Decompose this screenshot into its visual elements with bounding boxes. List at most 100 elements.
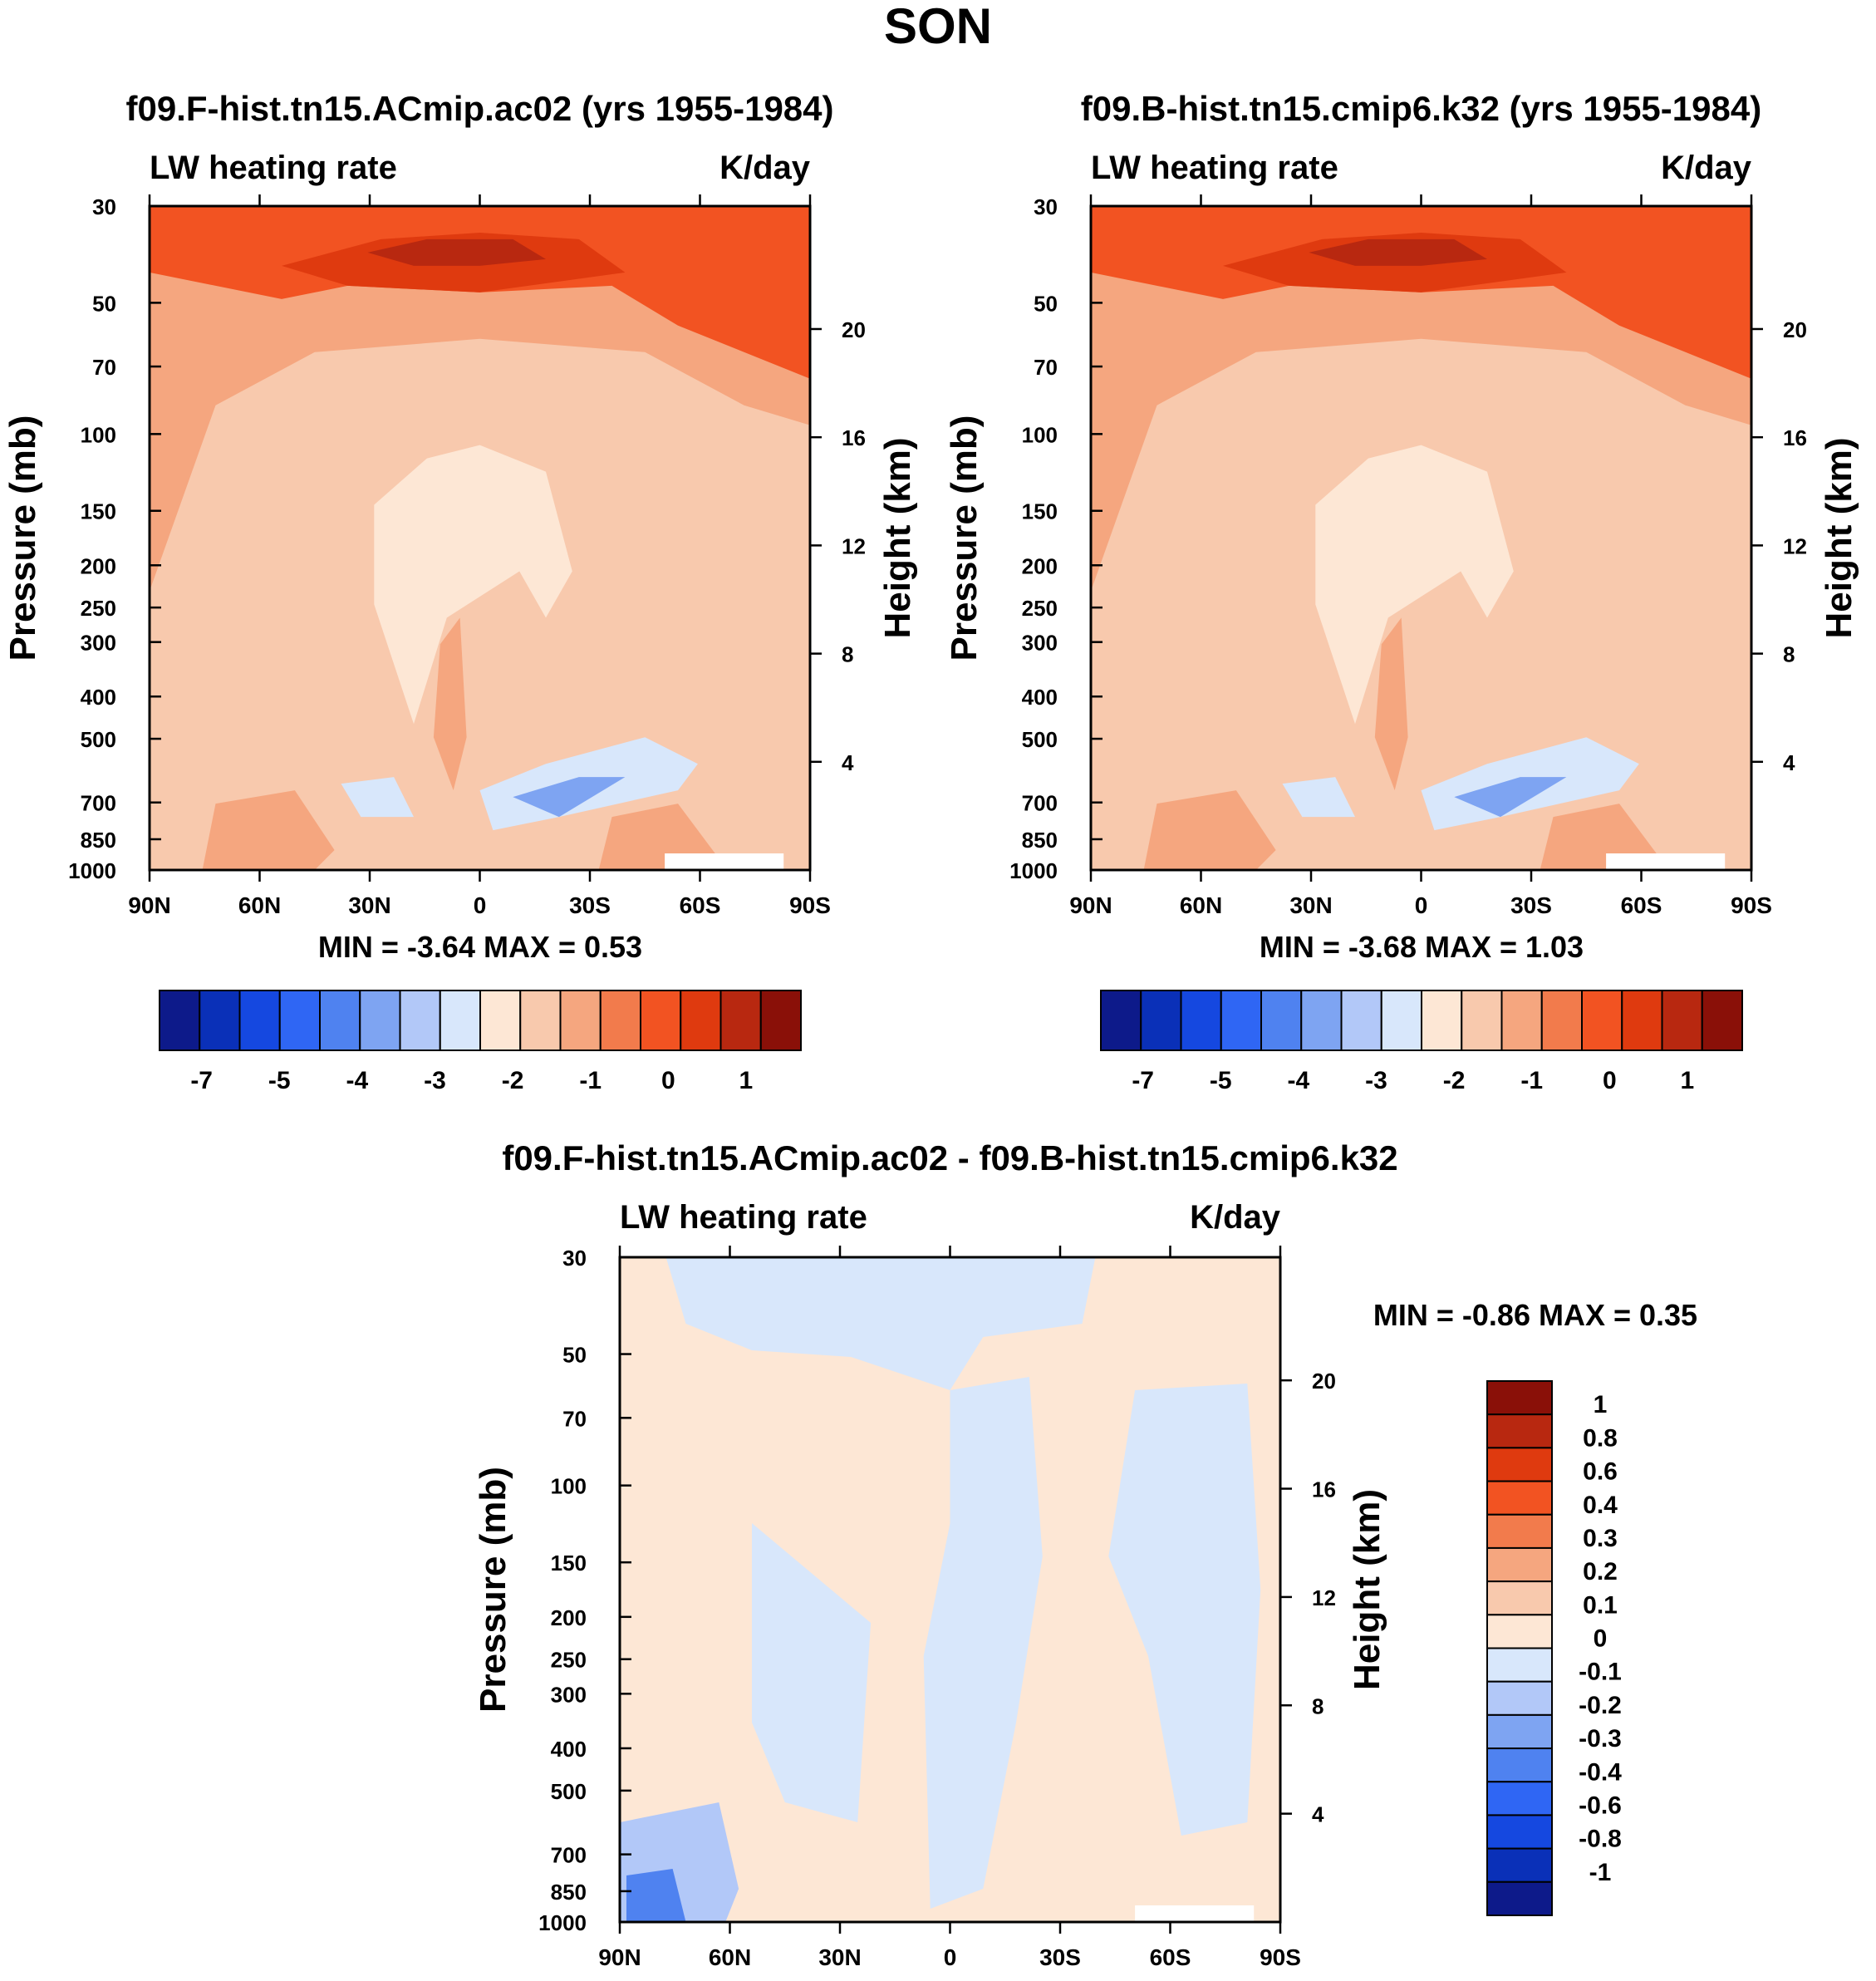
y-tick-label: 50 bbox=[92, 291, 116, 316]
height-axis-title: Height (km) bbox=[877, 438, 918, 639]
field-missing bbox=[1606, 853, 1726, 870]
colorbar-box bbox=[1486, 1546, 1553, 1583]
colorbar-label: -7 bbox=[1132, 1067, 1154, 1094]
y-tick-label: 100 bbox=[1022, 422, 1058, 447]
x-tick-label: 0 bbox=[1415, 892, 1428, 918]
y-tick-label: 150 bbox=[1022, 499, 1058, 524]
x-tick-label: 60S bbox=[1621, 892, 1662, 918]
colorbar-label: 0.6 bbox=[1583, 1458, 1618, 1486]
y-tick-label: 500 bbox=[551, 1779, 587, 1804]
y-tick-label: 100 bbox=[551, 1474, 587, 1499]
colorbar: 1 0.8 0.6 0.4 0.3 0.2 0.1 0 -0.1 -0.2 -0.3 -0.4 -0.6… bbox=[1486, 1380, 1622, 1916]
colorbar-box bbox=[399, 990, 441, 1051]
colorbar-box bbox=[1486, 1880, 1553, 1916]
colorbar-box bbox=[1300, 990, 1343, 1051]
colorbar-label: -5 bbox=[268, 1067, 291, 1094]
colorbar-label: 0.2 bbox=[1583, 1558, 1618, 1585]
x-tick-label: 60S bbox=[1150, 1944, 1191, 1970]
y-tick-label: 400 bbox=[551, 1737, 587, 1762]
height-tick-label: 16 bbox=[1312, 1477, 1336, 1502]
x-tick-label: 90N bbox=[1069, 892, 1112, 918]
colorbar-box bbox=[1486, 1447, 1553, 1482]
x-tick-label: 0 bbox=[944, 1944, 957, 1970]
x-tick-label: 60N bbox=[1180, 892, 1222, 918]
field-missing bbox=[1135, 1905, 1255, 1922]
y-tick-label: 1000 bbox=[68, 858, 116, 883]
field-negative-band bbox=[923, 1377, 1043, 1909]
field-low-min-b bbox=[341, 777, 414, 818]
field-mid-max bbox=[433, 617, 467, 791]
x-tick-label: 90S bbox=[1731, 892, 1772, 918]
field-upper-peak bbox=[1309, 238, 1487, 266]
colorbar-label: 0.4 bbox=[1583, 1492, 1618, 1519]
colorbar-label: -5 bbox=[1210, 1067, 1232, 1094]
colorbar-box bbox=[519, 990, 562, 1051]
y-tick-label: 300 bbox=[1022, 631, 1058, 656]
colorbar-box bbox=[1486, 1380, 1553, 1416]
y-tick-label: 400 bbox=[1022, 685, 1058, 710]
height-tick-label: 8 bbox=[1312, 1693, 1324, 1718]
panels: f09.F-hist.tn15.ACmip.ac02 (yrs 1955-198… bbox=[2, 89, 1859, 1970]
x-tick-label: 30S bbox=[569, 892, 611, 918]
colorbar-box bbox=[1486, 1480, 1553, 1516]
colorbar-label: -0.6 bbox=[1579, 1792, 1622, 1819]
colorbar-label: -1 bbox=[1589, 1859, 1612, 1886]
y-tick-label: 250 bbox=[1022, 596, 1058, 621]
x-tick-label: 30S bbox=[1510, 892, 1552, 918]
colorbar-label: -1 bbox=[579, 1067, 602, 1094]
right-string: K/day bbox=[1661, 150, 1752, 186]
colorbar: -7 -5 -4 -3 -2 -1 0 1 bbox=[159, 990, 802, 1094]
colorbar-label: -0.1 bbox=[1579, 1659, 1622, 1686]
colorbar-box bbox=[680, 990, 722, 1051]
field-mid-min bbox=[1315, 445, 1514, 725]
x-tick-label: 60S bbox=[680, 892, 721, 918]
colorbar-label: -4 bbox=[346, 1067, 369, 1094]
left-string: LW heating rate bbox=[620, 1199, 867, 1236]
panel-title: f09.B-hist.tn15.cmip6.k32 (yrs 1955-1984… bbox=[1081, 89, 1761, 128]
colorbar-label: 0.1 bbox=[1583, 1591, 1618, 1619]
y-tick-label: 70 bbox=[562, 1406, 587, 1431]
colorbar-label: 1 bbox=[1594, 1391, 1608, 1418]
y-tick-label: 70 bbox=[1034, 355, 1058, 380]
panel-a: f09.F-hist.tn15.ACmip.ac02 (yrs 1955-198… bbox=[2, 89, 918, 1094]
y-tick-label: 50 bbox=[1034, 291, 1058, 316]
x-tick-label: 0 bbox=[474, 892, 487, 918]
colorbar-box bbox=[1621, 990, 1663, 1051]
colorbar-box bbox=[1461, 990, 1503, 1051]
field-sfc-north bbox=[202, 790, 335, 870]
colorbar-box bbox=[1581, 990, 1623, 1051]
colorbar-label: 0.8 bbox=[1583, 1424, 1618, 1452]
minmax-label: MIN = -0.86 MAX = 0.35 bbox=[1373, 1298, 1697, 1332]
x-tick-label: 90N bbox=[598, 1944, 641, 1970]
colorbar-box bbox=[439, 990, 481, 1051]
colorbar-label: -7 bbox=[190, 1067, 213, 1094]
colorbar-box bbox=[759, 990, 802, 1051]
colorbar-label: -4 bbox=[1288, 1067, 1310, 1094]
y-tick-label: 30 bbox=[1034, 194, 1058, 219]
colorbar-box bbox=[1486, 1847, 1553, 1883]
y-axis-title: Pressure (mb) bbox=[944, 415, 985, 661]
colorbar-label: -0.8 bbox=[1579, 1826, 1622, 1853]
colorbar-label: 1 bbox=[1681, 1067, 1695, 1094]
colorbar-box bbox=[1220, 990, 1262, 1051]
colorbar-box bbox=[1260, 990, 1303, 1051]
colorbar-box bbox=[719, 990, 762, 1051]
colorbar-box bbox=[479, 990, 522, 1051]
height-tick-label: 20 bbox=[1312, 1369, 1336, 1394]
y-tick-label: 200 bbox=[551, 1605, 587, 1630]
colorbar-label: 0 bbox=[1594, 1625, 1608, 1653]
colorbar-box bbox=[1380, 990, 1422, 1051]
minmax-label: MIN = -3.68 MAX = 1.03 bbox=[1260, 930, 1584, 964]
x-tick-label: 90S bbox=[1260, 1944, 1301, 1970]
field-mid-max bbox=[1374, 617, 1408, 791]
x-tick-label: 60N bbox=[709, 1944, 751, 1970]
field-upper-peak bbox=[367, 238, 546, 266]
y-tick-label: 700 bbox=[1022, 791, 1058, 816]
colorbar-box bbox=[1140, 990, 1182, 1051]
height-tick-label: 12 bbox=[842, 533, 866, 558]
y-tick-label: 250 bbox=[81, 596, 116, 621]
height-tick-label: 12 bbox=[1783, 533, 1807, 558]
y-axis-title: Pressure (mb) bbox=[473, 1467, 513, 1713]
colorbar-box bbox=[1486, 1814, 1553, 1850]
